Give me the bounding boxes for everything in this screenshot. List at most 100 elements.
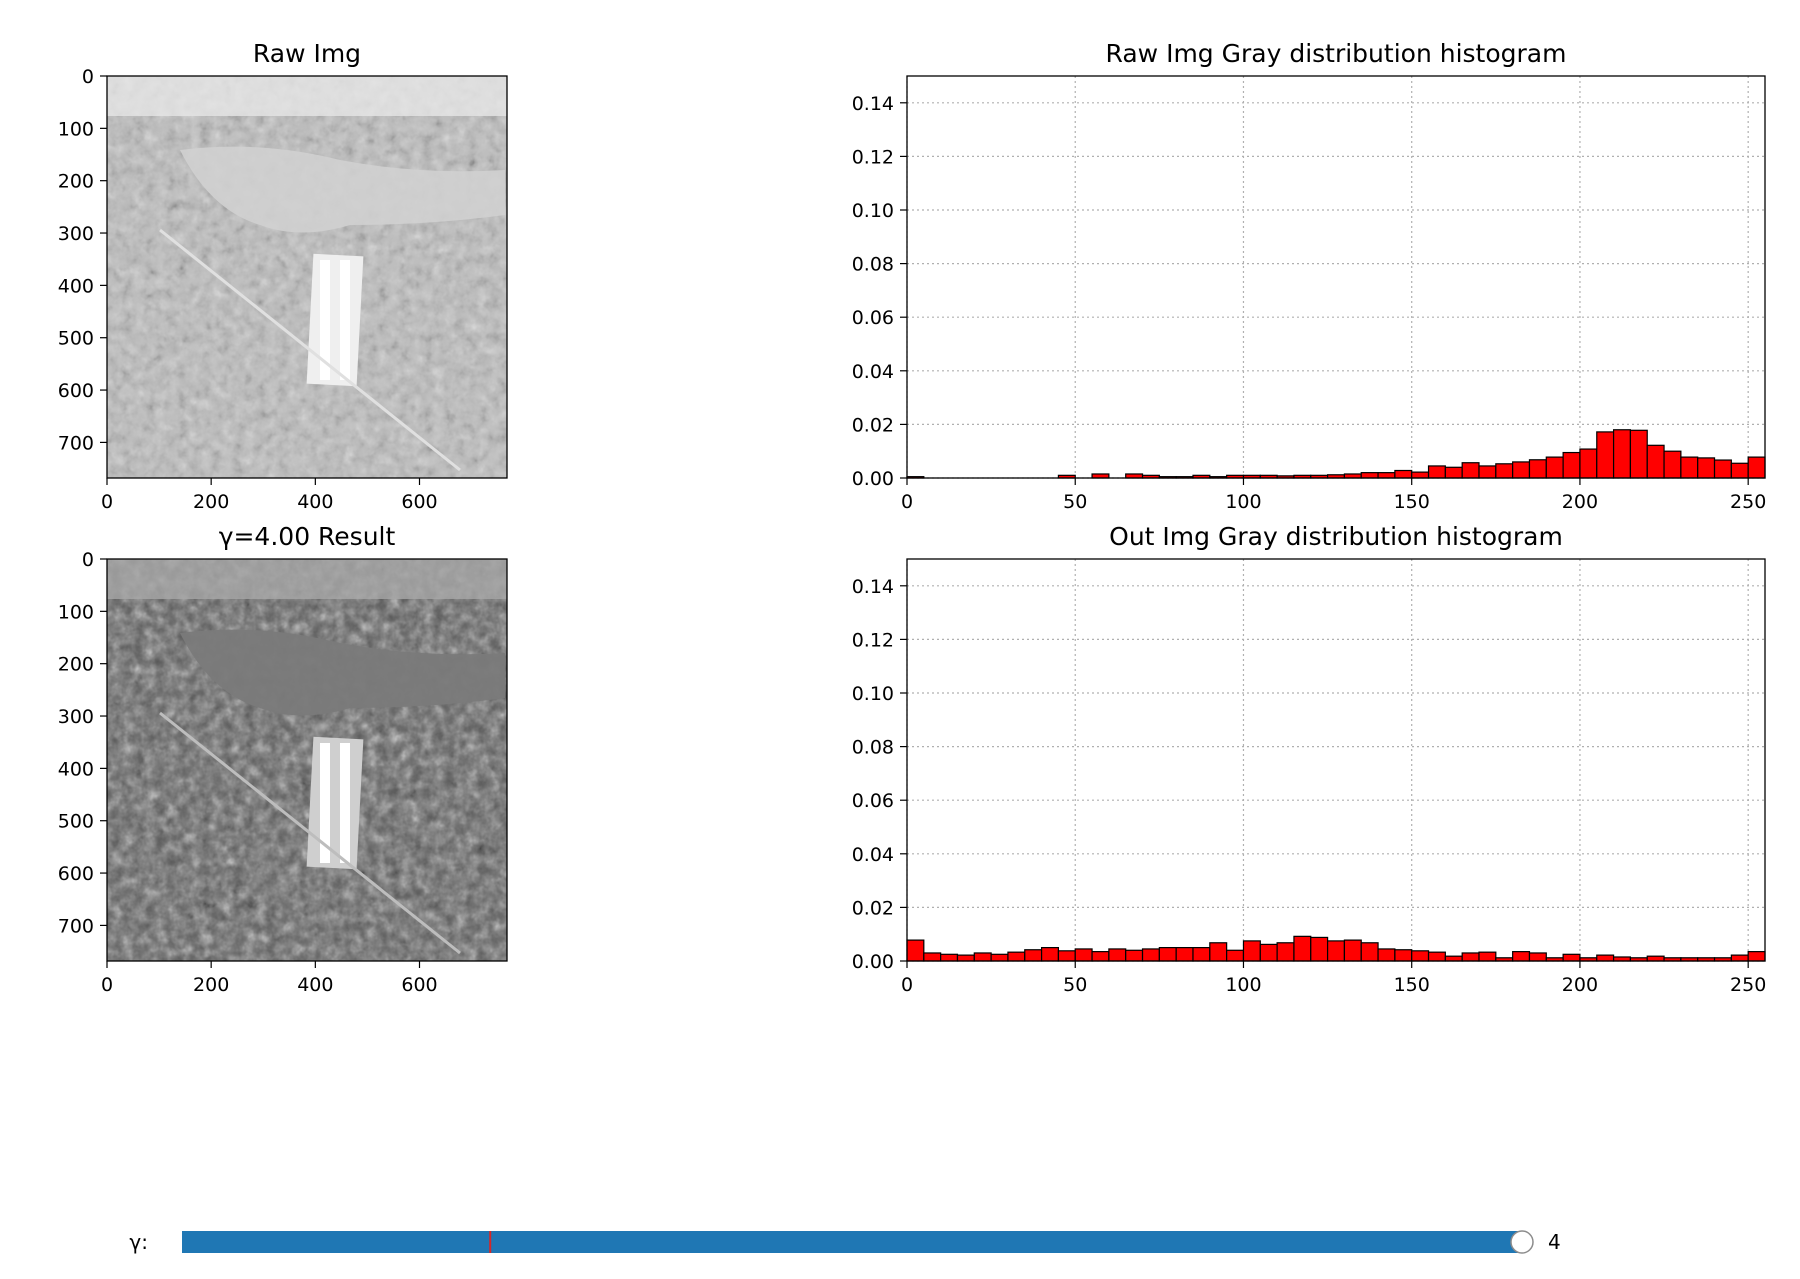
raw-histogram-y-tick-label: 0.12	[852, 146, 894, 168]
raw-image-y-tick-label: 300	[58, 223, 94, 245]
raw-histogram-x-tick-label: 150	[1394, 491, 1430, 513]
out-histogram-y-tick-label: 0.06	[852, 790, 894, 812]
raw-image-y-tick-label: 100	[58, 118, 94, 140]
out-histogram-bar	[1411, 950, 1430, 962]
out-histogram-y-tick-label: 0.08	[852, 737, 894, 759]
raw-histogram-panel: Raw Img Gray distribution histogram 0 50 1…	[852, 39, 1767, 513]
raw-histogram-bar	[1545, 456, 1564, 479]
raw-histogram-y-tick-label: 0.14	[852, 93, 894, 115]
out-histogram-y-tick-label: 0.14	[852, 576, 894, 598]
gamma-slider[interactable]: γ: 4	[129, 1230, 1560, 1254]
raw-histogram-y-tick-label: 0.04	[852, 361, 894, 383]
out-histogram-panel: Out Img Gray distribution histogram 0 50 1…	[852, 522, 1767, 996]
out-histogram-bar	[1310, 936, 1329, 962]
raw-image-x-tick-label: 0	[101, 491, 113, 513]
out-histogram-bar	[990, 953, 1009, 962]
result-image-y-tick-label: 700	[58, 915, 94, 937]
raw-histogram-bar	[1579, 448, 1598, 479]
result-image-x-axis: 0 200 400 600	[101, 961, 438, 996]
out-histogram-frame	[906, 558, 1766, 962]
raw-histogram-x-tick-label: 200	[1562, 491, 1598, 513]
raw-histogram-bar	[1747, 456, 1766, 479]
out-histogram-bar	[1596, 954, 1615, 962]
out-histogram-bar	[1175, 946, 1194, 962]
out-histogram-bar	[1259, 943, 1278, 962]
out-histogram-bar	[1057, 950, 1076, 962]
raw-histogram-bar	[1697, 457, 1716, 479]
out-histogram-bar	[1091, 951, 1110, 962]
raw-histogram-bar	[1512, 461, 1531, 479]
raw-histogram-bar	[1596, 431, 1615, 479]
gamma-slider-label: γ:	[129, 1230, 148, 1254]
raw-histogram-bar	[1461, 462, 1480, 479]
raw-histogram-bar	[1612, 429, 1632, 479]
out-histogram-y-tick-label: 0.04	[852, 844, 894, 866]
result-image-y-tick-label: 300	[58, 706, 94, 728]
raw-image-y-tick-label: 700	[58, 432, 94, 454]
out-histogram-bar	[956, 954, 975, 962]
out-histogram-bars	[906, 935, 1766, 962]
result-image-x-tick-label: 600	[401, 974, 437, 996]
out-histogram-bar	[1461, 952, 1480, 962]
out-histogram-bar	[906, 939, 925, 962]
raw-histogram-bars	[906, 429, 1766, 479]
raw-histogram-bar	[1730, 462, 1749, 479]
out-histogram-bar	[1343, 939, 1362, 962]
out-histogram-bar	[1141, 948, 1160, 962]
out-histogram-bar	[1125, 949, 1144, 962]
result-image-y-axis: 0 100 200 300 400 500 600 700	[58, 549, 107, 937]
raw-image-x-tick-label: 200	[193, 491, 229, 513]
raw-image-y-tick-label: 400	[58, 275, 94, 297]
out-histogram-bar	[1158, 946, 1177, 962]
raw-image	[107, 76, 507, 478]
result-image-frame	[106, 558, 508, 962]
result-image-y-tick-label: 100	[58, 601, 94, 623]
result-image-y-tick-label: 400	[58, 758, 94, 780]
gamma-slider-handle[interactable]	[1510, 1230, 1534, 1254]
out-histogram-x-tick-label: 150	[1394, 974, 1430, 996]
raw-image-x-axis: 0 200 400 600	[101, 478, 438, 513]
out-histogram-y-tick-label: 0.10	[852, 683, 894, 705]
result-image-x-tick-label: 0	[101, 974, 113, 996]
out-histogram-bar	[1478, 951, 1497, 962]
raw-histogram-x-axis: 0 50 100 150 200 250	[901, 478, 1766, 513]
out-histogram-x-tick-label: 50	[1063, 974, 1087, 996]
raw-histogram-y-tick-label: 0.06	[852, 307, 894, 329]
raw-histogram-bar	[1646, 444, 1665, 479]
out-histogram-bar	[1192, 946, 1211, 962]
raw-histogram-y-tick-label: 0.02	[852, 414, 894, 436]
raw-image-y-tick-label: 200	[58, 171, 94, 193]
raw-histogram-bar	[1478, 465, 1497, 479]
out-histogram-x-tick-label: 200	[1562, 974, 1598, 996]
out-histogram-bar	[1394, 949, 1413, 962]
raw-image-title: Raw Img	[253, 39, 361, 68]
out-histogram-bar	[1040, 946, 1060, 962]
out-histogram-bar	[1562, 953, 1581, 962]
out-histogram-y-tick-label: 0.02	[852, 897, 894, 919]
result-image-y-tick-label: 200	[58, 654, 94, 676]
raw-histogram-frame	[906, 75, 1766, 479]
out-histogram-bar	[940, 953, 959, 962]
raw-histogram-title: Raw Img Gray distribution histogram	[1106, 39, 1567, 68]
out-histogram-bar	[1512, 951, 1531, 962]
out-histogram-bar	[1326, 940, 1346, 962]
result-image-title: γ=4.00 Result	[219, 522, 396, 551]
raw-histogram-bar	[1360, 472, 1379, 479]
raw-histogram-bar	[1629, 429, 1648, 479]
raw-image-y-tick-label: 600	[58, 380, 94, 402]
out-histogram-bar	[1360, 942, 1379, 962]
out-histogram-bar	[1747, 951, 1766, 962]
raw-histogram-x-tick-label: 50	[1063, 491, 1087, 513]
raw-image-y-tick-label: 0	[82, 66, 94, 88]
out-histogram-grid	[906, 559, 1765, 962]
out-histogram-bar	[1242, 940, 1261, 962]
result-image	[107, 559, 507, 961]
raw-histogram-bar	[1663, 450, 1682, 479]
raw-histogram-bar	[1680, 456, 1699, 479]
out-histogram-bar	[1074, 948, 1093, 962]
result-image-x-tick-label: 200	[193, 974, 229, 996]
out-histogram-x-tick-label: 250	[1730, 974, 1766, 996]
raw-image-y-axis: 0 100 200 300 400 500 600 700	[58, 66, 107, 454]
gamma-slider-value: 4	[1548, 1230, 1561, 1254]
